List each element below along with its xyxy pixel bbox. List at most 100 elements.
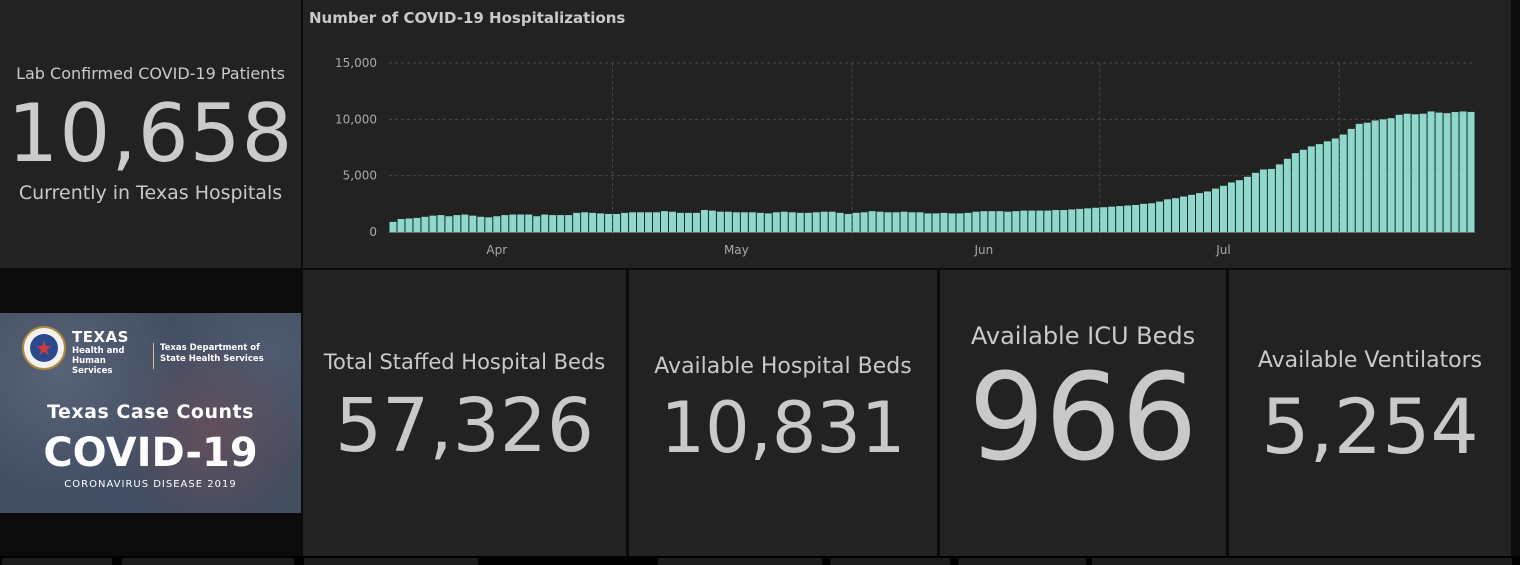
- bar[interactable]: [724, 211, 732, 232]
- bar[interactable]: [1371, 120, 1379, 232]
- bar[interactable]: [453, 215, 461, 232]
- bar[interactable]: [405, 218, 413, 232]
- bar[interactable]: [1315, 144, 1323, 232]
- bar[interactable]: [1339, 134, 1347, 232]
- bar[interactable]: [828, 211, 836, 232]
- bar[interactable]: [1283, 158, 1291, 232]
- bar[interactable]: [940, 212, 948, 232]
- bar[interactable]: [676, 212, 684, 232]
- bar[interactable]: [581, 212, 589, 232]
- bar[interactable]: [1323, 141, 1331, 232]
- bar[interactable]: [1124, 205, 1132, 232]
- bar[interactable]: [900, 211, 908, 232]
- bar[interactable]: [1196, 193, 1203, 232]
- bar[interactable]: [684, 212, 692, 232]
- bar[interactable]: [988, 211, 996, 232]
- bar[interactable]: [661, 211, 668, 232]
- bar[interactable]: [1020, 210, 1028, 232]
- bar[interactable]: [1275, 164, 1283, 232]
- bar[interactable]: [469, 215, 477, 232]
- bar[interactable]: [1140, 203, 1148, 232]
- bar[interactable]: [1451, 112, 1459, 232]
- bar[interactable]: [796, 212, 804, 232]
- bar[interactable]: [1419, 113, 1427, 232]
- bar[interactable]: [668, 211, 676, 232]
- bar[interactable]: [868, 211, 876, 232]
- bar[interactable]: [908, 212, 916, 232]
- bar[interactable]: [1148, 203, 1156, 232]
- bar[interactable]: [1395, 114, 1403, 232]
- bar[interactable]: [1379, 119, 1387, 232]
- bar[interactable]: [557, 215, 565, 232]
- bar[interactable]: [501, 215, 509, 232]
- bar[interactable]: [485, 217, 493, 232]
- bar[interactable]: [804, 212, 812, 232]
- bar[interactable]: [1156, 201, 1164, 232]
- bar[interactable]: [732, 212, 740, 232]
- bar[interactable]: [525, 214, 533, 232]
- bar[interactable]: [1028, 210, 1036, 232]
- bar[interactable]: [1291, 153, 1299, 232]
- bar[interactable]: [1036, 210, 1044, 232]
- bar[interactable]: [1459, 111, 1467, 232]
- bar[interactable]: [509, 214, 517, 232]
- bar[interactable]: [788, 212, 796, 232]
- bar[interactable]: [892, 212, 900, 232]
- hospitalizations-chart[interactable]: 15,000 10,000 5,000 0 Apr May Jun Jul: [303, 0, 1511, 268]
- bar[interactable]: [924, 213, 932, 232]
- bar[interactable]: [692, 212, 700, 232]
- bar[interactable]: [1068, 209, 1076, 232]
- bar[interactable]: [1267, 168, 1275, 232]
- bar[interactable]: [1259, 169, 1267, 232]
- bar[interactable]: [772, 212, 780, 232]
- bar[interactable]: [1172, 198, 1180, 232]
- bar[interactable]: [1052, 210, 1060, 232]
- bar[interactable]: [1180, 196, 1188, 232]
- bar[interactable]: [645, 212, 653, 232]
- bar[interactable]: [1467, 111, 1475, 232]
- bar[interactable]: [844, 213, 852, 232]
- bar[interactable]: [1004, 211, 1012, 232]
- bar[interactable]: [956, 213, 964, 232]
- bar[interactable]: [836, 212, 844, 232]
- bar[interactable]: [461, 214, 469, 232]
- bar[interactable]: [1164, 199, 1172, 232]
- bar[interactable]: [708, 210, 716, 232]
- bar[interactable]: [533, 216, 541, 232]
- bar[interactable]: [445, 216, 453, 232]
- bar[interactable]: [884, 212, 892, 232]
- bar[interactable]: [812, 212, 820, 232]
- bar[interactable]: [740, 212, 748, 232]
- bar[interactable]: [1188, 194, 1196, 232]
- bar[interactable]: [860, 212, 868, 232]
- bar[interactable]: [1227, 182, 1235, 232]
- bar[interactable]: [1355, 123, 1363, 232]
- bar[interactable]: [1251, 172, 1259, 232]
- bar[interactable]: [748, 212, 756, 232]
- bar[interactable]: [653, 212, 660, 232]
- bar[interactable]: [429, 215, 437, 232]
- bar[interactable]: [1084, 208, 1092, 232]
- bar[interactable]: [972, 211, 980, 232]
- bar[interactable]: [637, 212, 645, 232]
- bar[interactable]: [1108, 206, 1116, 232]
- bar[interactable]: [421, 216, 429, 232]
- bar[interactable]: [629, 212, 637, 232]
- bar[interactable]: [1076, 208, 1084, 232]
- bar[interactable]: [996, 211, 1004, 232]
- bar[interactable]: [1012, 211, 1020, 232]
- bar[interactable]: [597, 213, 605, 232]
- bar[interactable]: [1204, 191, 1211, 232]
- bar[interactable]: [613, 213, 621, 232]
- bar[interactable]: [764, 213, 772, 232]
- bar[interactable]: [1116, 206, 1124, 232]
- bar[interactable]: [932, 213, 940, 232]
- bar[interactable]: [1387, 118, 1395, 232]
- bar[interactable]: [1211, 188, 1219, 232]
- bar[interactable]: [1044, 210, 1052, 232]
- bar[interactable]: [493, 216, 501, 232]
- bar[interactable]: [756, 212, 764, 232]
- bar[interactable]: [716, 211, 724, 232]
- bar[interactable]: [916, 212, 924, 232]
- bar[interactable]: [1435, 112, 1443, 232]
